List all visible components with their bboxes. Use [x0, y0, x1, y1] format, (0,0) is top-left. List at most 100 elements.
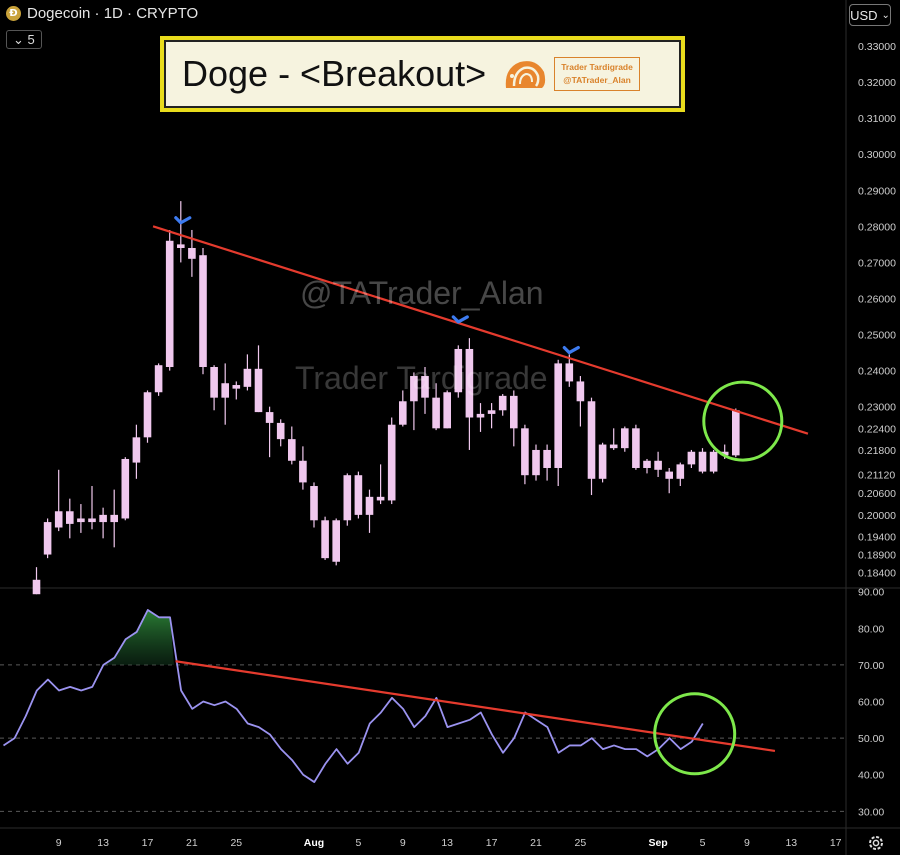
rsi-trendline	[175, 660, 776, 753]
candle-body	[476, 413, 485, 418]
rsi-overbought-fill	[99, 609, 174, 665]
candle-body	[676, 464, 685, 479]
tardigrade-logo	[505, 61, 546, 88]
candle-body	[299, 460, 307, 483]
rsi-tick-label: 50.00	[858, 733, 884, 745]
time-tick-label: 21	[186, 837, 198, 849]
candle-body	[565, 363, 574, 382]
rsi-tick-label: 70.00	[858, 660, 884, 672]
candle-body	[199, 255, 207, 368]
rsi-tick-label: 80.00	[858, 623, 884, 635]
candle-body	[432, 397, 440, 429]
candle-body	[165, 240, 174, 368]
candle-body	[88, 518, 96, 523]
price-tick-label: 0.31000	[858, 113, 896, 125]
candle-body	[665, 471, 673, 479]
stamp-line-1: Trader Tardigrade	[561, 62, 633, 72]
candle-body	[110, 514, 118, 523]
symbol-header[interactable]: Ð Dogecoin · 1D · CRYPTO	[6, 5, 198, 22]
touch-arrow-marker	[562, 345, 580, 355]
candle-body	[410, 376, 418, 402]
time-tick-label: 21	[530, 837, 542, 849]
candle-body	[321, 520, 329, 559]
time-tick-label: 13	[97, 837, 109, 849]
dogecoin-icon: Ð	[6, 6, 21, 21]
breakout-circle-price	[702, 380, 784, 462]
candle-body	[288, 439, 296, 461]
candle-body	[177, 244, 185, 248]
candle-body	[32, 579, 41, 595]
candle-body	[454, 348, 463, 393]
price-tick-label: 0.18900	[858, 550, 896, 562]
price-tick-label: 0.24000	[858, 366, 896, 378]
time-tick-label: 5	[700, 837, 706, 849]
price-tick-label: 0.20000	[858, 510, 896, 522]
touch-arrow-marker	[174, 216, 192, 225]
touch-arrow-marker	[451, 315, 469, 324]
candle-body	[543, 449, 551, 468]
candle-body	[254, 368, 263, 413]
candle-body	[77, 518, 85, 523]
chevron-down-icon: ⌄	[13, 32, 24, 47]
candle-body	[487, 410, 496, 414]
candle-body	[632, 428, 640, 468]
candle-body	[521, 428, 529, 476]
candle-body	[709, 451, 718, 472]
candle-body	[643, 460, 651, 468]
candle-body	[732, 410, 740, 456]
candle-body	[576, 381, 585, 402]
time-tick-label: Sep	[648, 837, 667, 849]
candle-body	[143, 392, 152, 438]
price-tick-label: 0.21800	[858, 445, 896, 457]
candle-body	[687, 451, 696, 465]
time-tick-label: 25	[230, 837, 242, 849]
candle-body	[376, 496, 385, 501]
candle-body	[154, 365, 163, 393]
candle-body	[621, 428, 629, 449]
price-tick-label: 0.25000	[858, 330, 896, 342]
price-tick-label: 0.21120	[858, 469, 895, 481]
candle-body	[210, 367, 218, 398]
candle-body	[498, 395, 507, 411]
rsi-tick-label: 40.00	[858, 770, 884, 782]
chevron-down-icon: ⌄	[881, 9, 890, 21]
rsi-tick-label: 90.00	[858, 587, 884, 599]
time-tick-label: 13	[441, 837, 453, 849]
gear-icon[interactable]	[866, 833, 886, 853]
candle-body	[132, 437, 141, 463]
candle-body	[66, 511, 74, 524]
candle-body	[421, 376, 429, 398]
price-tick-label: 0.19400	[858, 532, 896, 544]
time-tick-label: 17	[830, 837, 842, 849]
price-tick-label: 0.33000	[858, 41, 896, 53]
price-tick-label: 0.22400	[858, 423, 896, 435]
stamp-line-2: @TATrader_Alan	[563, 75, 631, 85]
price-tick-label: 0.23000	[858, 402, 896, 414]
time-tick-label: 17	[142, 837, 154, 849]
candle-body	[243, 368, 252, 387]
price-tick-label: 0.27000	[858, 257, 896, 269]
price-tick-label: 0.18400	[858, 568, 896, 580]
candle-body	[554, 363, 562, 468]
candle-body	[587, 401, 596, 479]
candle-body	[221, 383, 229, 398]
price-tick-label: 0.32000	[858, 77, 896, 89]
currency-button[interactable]: USD ⌄	[849, 4, 891, 26]
time-tick-label: Aug	[304, 837, 324, 849]
time-tick-label: 13	[785, 837, 797, 849]
candle-body	[43, 522, 52, 555]
candle-body	[387, 424, 396, 501]
indicator-count: 5	[27, 32, 35, 47]
time-tick-label: 9	[400, 837, 406, 849]
candle-body	[598, 444, 607, 479]
rsi-tick-label: 60.00	[858, 697, 884, 709]
price-tick-label: 0.20600	[858, 488, 896, 500]
rsi-tick-label: 30.00	[858, 806, 884, 818]
rsi-line	[3, 609, 704, 783]
indicators-toggle[interactable]: ⌄ 5	[6, 30, 42, 49]
candle-body	[698, 451, 707, 472]
currency-label: USD	[850, 7, 878, 23]
price-tick-label: 0.29000	[858, 185, 896, 197]
watermark-name: Trader Tardigrade	[295, 360, 548, 396]
time-tick-label: 9	[56, 837, 62, 849]
